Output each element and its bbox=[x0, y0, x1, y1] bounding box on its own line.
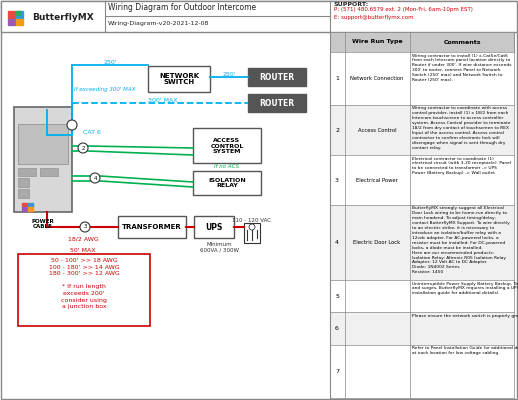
Text: SUPPORT:: SUPPORT: bbox=[334, 2, 369, 6]
Text: 300' MAX: 300' MAX bbox=[148, 98, 178, 102]
Text: 4: 4 bbox=[335, 240, 339, 245]
Circle shape bbox=[249, 224, 255, 230]
Text: Wiring-Diagram-v20-2021-12-08: Wiring-Diagram-v20-2021-12-08 bbox=[108, 20, 209, 26]
Bar bbox=[22, 203, 27, 207]
Text: Please ensure the network switch is properly grounded.: Please ensure the network switch is prop… bbox=[412, 314, 518, 318]
Text: ROUTER: ROUTER bbox=[260, 98, 295, 108]
Bar bbox=[194, 216, 234, 238]
Text: 250': 250' bbox=[222, 72, 236, 76]
Bar bbox=[14, 107, 72, 212]
Text: Electrical contractor to coordinate (1)
electrical circuit (with 3-20 receptacle: Electrical contractor to coordinate (1) … bbox=[412, 156, 511, 175]
Bar bbox=[248, 68, 306, 86]
Text: 4: 4 bbox=[93, 176, 97, 180]
Text: 1: 1 bbox=[335, 76, 339, 81]
Text: If exceeding 300' MAX: If exceeding 300' MAX bbox=[74, 88, 135, 92]
Text: Wire Run Type: Wire Run Type bbox=[352, 40, 402, 44]
Bar bbox=[18, 124, 68, 164]
Bar bbox=[16, 11, 20, 15]
Circle shape bbox=[90, 173, 100, 183]
Text: If no ACS: If no ACS bbox=[214, 164, 239, 168]
Bar bbox=[330, 32, 514, 52]
Text: 50 - 100' >> 18 AWG
100 - 180' >> 14 AWG
180 - 300' >> 12 AWG

* If run length
e: 50 - 100' >> 18 AWG 100 - 180' >> 14 AWG… bbox=[49, 258, 119, 309]
Text: 18/2 AWG: 18/2 AWG bbox=[68, 236, 98, 242]
Text: Minimum
600VA / 300W: Minimum 600VA / 300W bbox=[199, 242, 238, 252]
Text: Wiring contractor to coordinate with access
control provider, install (1) x 18/2: Wiring contractor to coordinate with acc… bbox=[412, 106, 511, 150]
Bar bbox=[8, 11, 15, 18]
Bar bbox=[330, 52, 514, 105]
Text: CAT 6: CAT 6 bbox=[83, 130, 101, 134]
Bar bbox=[28, 203, 33, 207]
Bar bbox=[1, 1, 517, 32]
Text: Electrical Power: Electrical Power bbox=[356, 178, 398, 182]
Text: TRANSFORMER: TRANSFORMER bbox=[122, 224, 182, 230]
Text: 50' MAX: 50' MAX bbox=[70, 248, 96, 254]
Text: ButterflyMX: ButterflyMX bbox=[32, 12, 94, 22]
Text: 6: 6 bbox=[335, 326, 339, 331]
Text: ACCESS
CONTROL
SYSTEM: ACCESS CONTROL SYSTEM bbox=[210, 138, 243, 154]
Bar bbox=[244, 223, 260, 243]
Bar bbox=[193, 171, 261, 195]
Bar bbox=[330, 205, 514, 280]
Text: 7: 7 bbox=[335, 369, 339, 374]
Bar bbox=[16, 19, 23, 25]
Bar bbox=[28, 207, 33, 211]
Text: Uninterruptible Power Supply Battery Backup. To prevent voltage drops
and surges: Uninterruptible Power Supply Battery Bac… bbox=[412, 282, 518, 295]
Text: NETWORK
SWITCH: NETWORK SWITCH bbox=[159, 72, 199, 86]
Text: UPS: UPS bbox=[205, 222, 223, 232]
Bar bbox=[18, 254, 150, 326]
Bar bbox=[18, 168, 36, 176]
Text: Wiring contractor to install (1) x-Cat5e/Cat6
from each Intercom panel location : Wiring contractor to install (1) x-Cat5e… bbox=[412, 54, 511, 82]
Text: Wiring Diagram for Outdoor Intercome: Wiring Diagram for Outdoor Intercome bbox=[108, 2, 256, 12]
Text: ISOLATION
RELAY: ISOLATION RELAY bbox=[208, 178, 246, 188]
Bar bbox=[18, 189, 29, 198]
Bar bbox=[18, 178, 29, 187]
Text: Refer to Panel Installation Guide for additional details. Leave 6' service loop
: Refer to Panel Installation Guide for ad… bbox=[412, 346, 518, 355]
Circle shape bbox=[78, 143, 88, 153]
Bar bbox=[40, 168, 58, 176]
Bar bbox=[330, 312, 514, 345]
Text: 2: 2 bbox=[81, 146, 85, 150]
Text: E: support@butterflymx.com: E: support@butterflymx.com bbox=[334, 14, 414, 20]
Bar bbox=[22, 207, 27, 211]
Text: 250': 250' bbox=[103, 60, 117, 64]
Text: ButterflyMX strongly suggest all Electrical
Door Lock wiring to be home-run dire: ButterflyMX strongly suggest all Electri… bbox=[412, 206, 510, 274]
Text: 3: 3 bbox=[83, 224, 87, 230]
Text: Comments: Comments bbox=[443, 40, 481, 44]
Bar bbox=[8, 19, 15, 25]
Bar bbox=[330, 105, 514, 155]
Circle shape bbox=[80, 222, 90, 232]
Bar bbox=[148, 66, 210, 92]
Text: 110 - 120 VAC: 110 - 120 VAC bbox=[233, 218, 271, 222]
Text: ROUTER: ROUTER bbox=[260, 72, 295, 82]
Text: Electric Door Lock: Electric Door Lock bbox=[353, 240, 400, 245]
Text: POWER
CABLE: POWER CABLE bbox=[32, 218, 54, 230]
Text: Network Connection: Network Connection bbox=[350, 76, 404, 81]
Text: 1: 1 bbox=[70, 122, 74, 128]
Text: Access Control: Access Control bbox=[358, 128, 396, 132]
Circle shape bbox=[67, 120, 77, 130]
Bar bbox=[330, 345, 514, 398]
Text: 2: 2 bbox=[335, 128, 339, 132]
Bar bbox=[193, 128, 261, 163]
Bar bbox=[118, 216, 186, 238]
Text: 3: 3 bbox=[335, 178, 339, 182]
Bar bbox=[330, 280, 514, 312]
Bar bbox=[16, 11, 23, 18]
Text: P: (571) 480.6579 ext. 2 (Mon-Fri, 6am-10pm EST): P: (571) 480.6579 ext. 2 (Mon-Fri, 6am-1… bbox=[334, 8, 473, 12]
Bar bbox=[248, 94, 306, 112]
Text: 5: 5 bbox=[335, 294, 339, 298]
Bar bbox=[330, 155, 514, 205]
